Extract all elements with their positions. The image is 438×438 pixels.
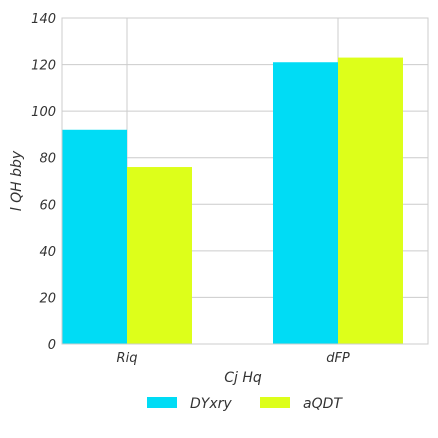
y-tick-label: 100 bbox=[31, 105, 56, 120]
bars bbox=[62, 57, 403, 344]
y-tick-label: 80 bbox=[39, 152, 56, 167]
legend-label: aQDT bbox=[303, 396, 343, 412]
y-tick-label: 0 bbox=[48, 338, 56, 353]
x-tick-label: dFP bbox=[326, 351, 350, 366]
y-tick-label: 40 bbox=[39, 245, 56, 260]
x-tick-labels: Riq dFP bbox=[117, 351, 350, 366]
y-axis-title: l QH bby bbox=[9, 150, 25, 211]
y-tick-label: 60 bbox=[39, 198, 56, 213]
plot-frame bbox=[61, 17, 429, 345]
legend-swatch bbox=[147, 397, 177, 408]
bar-aQDT-Riq bbox=[127, 167, 192, 344]
legend: DYxry aQDT bbox=[147, 396, 343, 412]
x-axis-title: Cj Hq bbox=[224, 370, 262, 386]
y-tick-labels: 0 20 40 60 80 100 120 140 bbox=[31, 12, 56, 353]
bar-aQDT-dFP bbox=[338, 57, 403, 344]
y-tick-label: 120 bbox=[31, 59, 56, 74]
bar-DYxry-dFP bbox=[273, 62, 338, 344]
bar-DYxry-Riq bbox=[62, 129, 127, 344]
y-tick-label: 140 bbox=[31, 12, 56, 27]
legend-label: DYxry bbox=[190, 396, 232, 412]
y-tick-label: 20 bbox=[39, 291, 56, 306]
legend-swatch bbox=[260, 397, 290, 408]
x-tick-label: Riq bbox=[117, 351, 138, 366]
